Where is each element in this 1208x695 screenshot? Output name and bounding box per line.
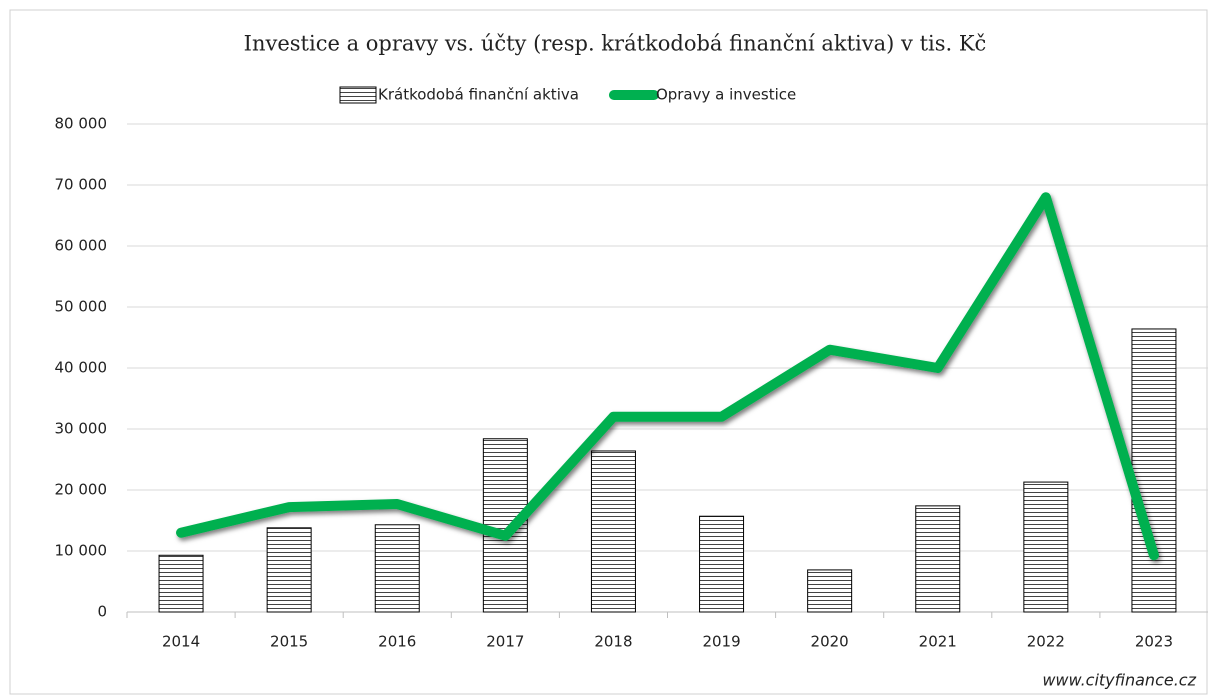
x-tick-label: 2023 xyxy=(1135,633,1173,651)
y-tick-label: 70 000 xyxy=(55,176,108,194)
legend-label: Krátkodobá finanční aktiva xyxy=(378,86,579,104)
bar xyxy=(374,524,420,613)
bar xyxy=(699,515,745,613)
y-tick-label: 0 xyxy=(97,603,107,621)
x-tick-label: 2019 xyxy=(702,633,740,651)
x-tick-label: 2020 xyxy=(811,633,849,651)
y-tick-label: 80 000 xyxy=(55,115,108,133)
source: www.cityfinance.cz xyxy=(1042,671,1196,690)
y-tick-label: 50 000 xyxy=(55,298,108,316)
y-tick-label: 10 000 xyxy=(55,542,108,560)
x-tick-label: 2014 xyxy=(162,633,200,651)
y-tick-label: 30 000 xyxy=(55,420,108,438)
bar xyxy=(590,450,636,613)
bar xyxy=(1131,328,1177,613)
bar xyxy=(266,527,312,613)
legend-label: Opravy a investice xyxy=(656,86,796,104)
bar xyxy=(807,569,853,613)
bar xyxy=(158,554,204,613)
y-tick-label: 40 000 xyxy=(55,359,108,377)
x-tick-label: 2021 xyxy=(919,633,957,651)
y-tick-label: 60 000 xyxy=(55,237,108,255)
x-tick-label: 2016 xyxy=(378,633,416,651)
x-tick-label: 2022 xyxy=(1027,633,1065,651)
legend-swatch xyxy=(339,86,377,104)
y-tick-label: 20 000 xyxy=(55,481,108,499)
bar xyxy=(915,505,961,613)
line xyxy=(176,192,1159,561)
x-tick-label: 2015 xyxy=(270,633,308,651)
bar xyxy=(1023,481,1069,613)
chart-title: Investice a opravy vs. účty (resp. krátk… xyxy=(244,32,987,56)
x-tick-label: 2018 xyxy=(594,633,632,651)
x-tick-label: 2017 xyxy=(486,633,524,651)
